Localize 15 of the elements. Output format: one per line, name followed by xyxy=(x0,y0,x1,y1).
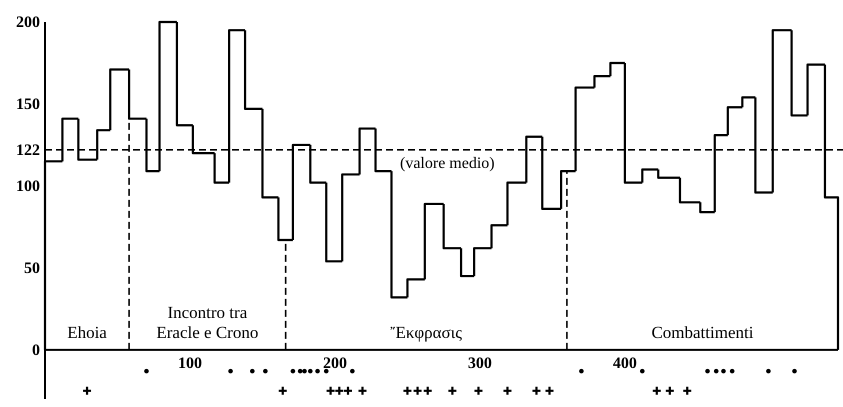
x-tick-label: 300 xyxy=(468,354,492,372)
y-tick-label: 100 xyxy=(16,178,40,195)
y-tick-label: 200 xyxy=(16,14,40,31)
annotation: Incontro tra Eracle e Crono xyxy=(156,302,258,342)
x-tick-label: 200 xyxy=(322,354,347,372)
ref-line-label: (valore medio) xyxy=(400,154,495,172)
annotation: Ἔκφρασις xyxy=(390,322,462,342)
y-tick-label: 0 xyxy=(32,342,40,359)
x-tick-label: 400 xyxy=(612,354,637,372)
y-tick-label: 50 xyxy=(24,260,40,277)
y-tick-label: 150 xyxy=(16,96,40,113)
y-tick-label: 122 xyxy=(16,142,40,159)
annotation: Ehoia xyxy=(67,322,108,342)
x-tick-label: 100 xyxy=(178,354,202,372)
annotation: Combattimenti xyxy=(651,322,754,342)
